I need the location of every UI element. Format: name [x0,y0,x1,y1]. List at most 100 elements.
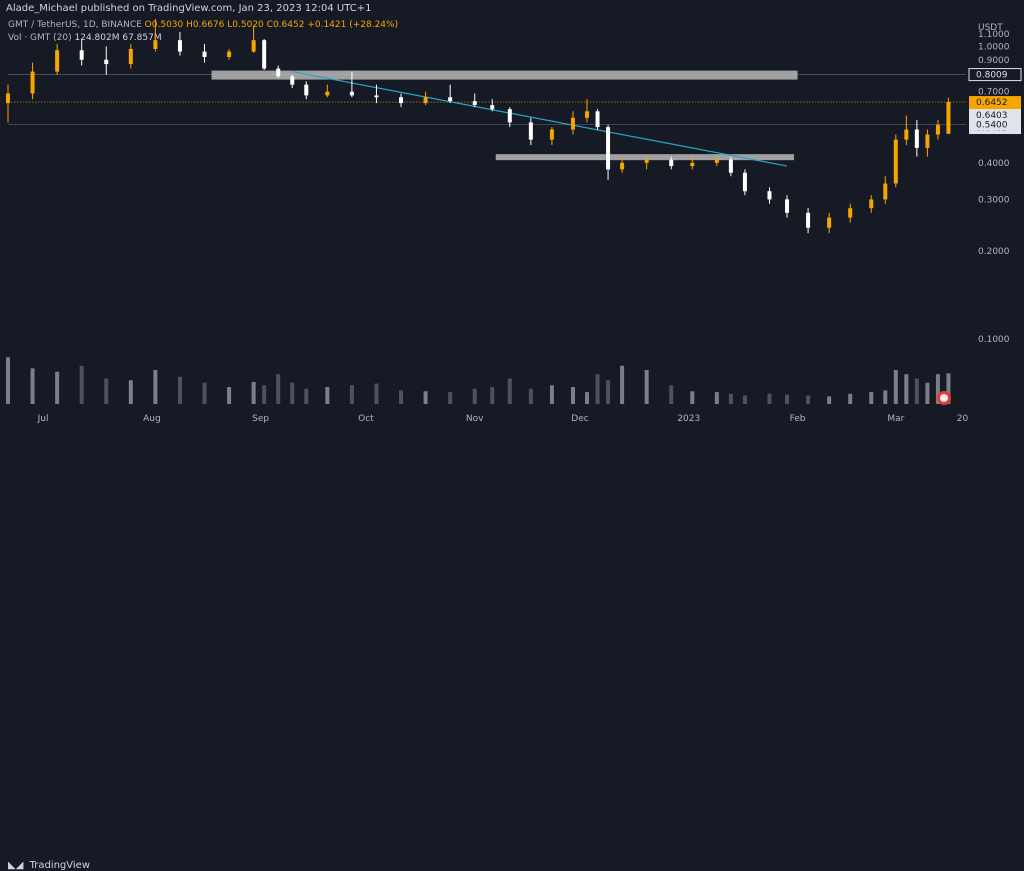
price-axis-panel [966,18,1024,428]
volume-label[interactable]: Vol · GMT (20) [8,33,72,43]
candle-body-24 [528,122,533,140]
candle-body-45 [904,129,909,140]
volume-bar-15 [325,387,330,404]
ohlc-open: O0.5030 [144,20,184,30]
candle-body-15 [325,91,330,96]
candle-body-4 [104,59,109,65]
volume-bar-33 [690,391,695,404]
volume-bar-7 [177,376,182,404]
volume-bar-12 [276,374,281,404]
price-label-box-0 [968,68,1022,82]
volume-bar-2 [55,371,60,404]
volume-bar-16 [349,385,354,404]
candle-body-3 [79,50,84,60]
price-label-box-2 [969,109,1021,122]
volume-bar-46 [914,378,919,404]
volume-bar-37 [767,393,772,404]
candle-body-7 [177,40,182,52]
volume-bar-41 [848,393,853,404]
top-bar: Alade_Michael published on TradingView.c… [0,0,1024,18]
price-label-box-4 [969,118,1021,131]
candle-body-12 [276,68,281,77]
candle-body-40 [827,217,832,228]
candle-body-31 [644,159,649,163]
candle-body-28 [595,111,600,128]
volume-bar-9 [227,387,232,404]
volume-legend[interactable]: Vol · GMT (20) 124.802M 67.857M [8,33,162,43]
candle-body-6 [153,40,158,49]
volume-bar-18 [399,390,404,404]
symbol-legend[interactable]: GMT / TetherUS, 1D, BINANCE O0.5030 H0.6… [8,20,398,30]
volume-bar-49 [946,373,951,404]
volume-bar-17 [374,383,379,404]
volume-bar-21 [472,388,477,404]
candle-body-18 [399,97,404,104]
price-tick-6: 0.2000 [978,247,1010,257]
tradingview-logo-icon: ◣◢ [8,860,24,871]
candle-body-19 [423,97,428,104]
candle-body-8 [202,51,207,57]
volume-bar-11 [262,385,267,404]
time-tick-8: Mar [887,414,904,424]
candle-body-22 [490,105,495,110]
volume-bar-39 [806,395,811,404]
candle-body-33 [690,162,695,167]
candle-body-11 [262,40,267,69]
symbol-name[interactable]: GMT / TetherUS, 1D, BINANCE [8,20,142,30]
volume-bar-1 [30,368,35,404]
volume-bar-31 [644,370,649,404]
volume-bar-36 [742,395,747,404]
candle-body-43 [883,183,888,200]
volume-bar-25 [549,385,554,404]
tradingview-brand: TradingView [29,860,90,871]
time-tick-2: Sep [252,414,269,424]
price-label-0: 0.8009 [976,71,1008,81]
volume-bar-38 [785,394,790,404]
footer: ◣◢ TradingView [0,428,1024,871]
time-tick-7: Feb [790,414,806,424]
volume-bar-29 [606,380,611,404]
tradingview-logo[interactable]: ◣◢ TradingView [8,860,90,871]
volume-bar-48 [935,374,940,404]
volume-bar-0 [6,357,10,404]
candle-body-27 [585,111,590,118]
publisher-line: Alade_Michael published on TradingView.c… [6,3,372,14]
price-tick-0: 1.1000 [978,30,1010,40]
volume-bar-26 [570,387,575,404]
volume-bar-27 [585,392,590,404]
candle-body-34 [714,159,719,163]
volume-bar-28 [595,374,600,404]
volume-ma-value: 67.857M [122,33,162,43]
price-tick-4: 0.4000 [978,159,1010,169]
price-label-4: 0.5400 [976,121,1008,131]
candle-body-46 [914,129,919,148]
volume-bar-4 [104,378,109,404]
volume-bar-14 [304,388,309,404]
candle-body-10 [251,40,256,52]
events-flag-inner-icon [940,394,948,402]
horizontal-zone-0 [211,70,798,80]
ohlc-change: +0.1421 (+28.24%) [307,20,399,30]
candle-body-26 [570,117,575,130]
candle-body-5 [128,48,133,65]
trendline [292,71,788,167]
price-tick-1: 1.0000 [978,42,1010,52]
candle-body-9 [227,51,232,57]
candle-body-20 [448,97,453,102]
price-tick-7: 0.1000 [978,335,1010,345]
candle-body-16 [349,91,354,96]
candle-body-2 [55,50,60,72]
price-axis-unit: USDT [978,23,1003,33]
candle-body-42 [869,199,874,209]
candle-body-30 [620,162,625,170]
volume-bar-44 [893,370,898,404]
candle-body-25 [549,129,554,140]
volume-bar-23 [507,378,512,404]
candle-body-38 [785,199,790,213]
volume-bar-47 [925,382,930,404]
volume-bar-20 [448,392,453,404]
ohlc-close: C0.6452 [266,20,305,30]
candle-body-32 [669,159,674,167]
candle-body-35 [728,159,733,173]
